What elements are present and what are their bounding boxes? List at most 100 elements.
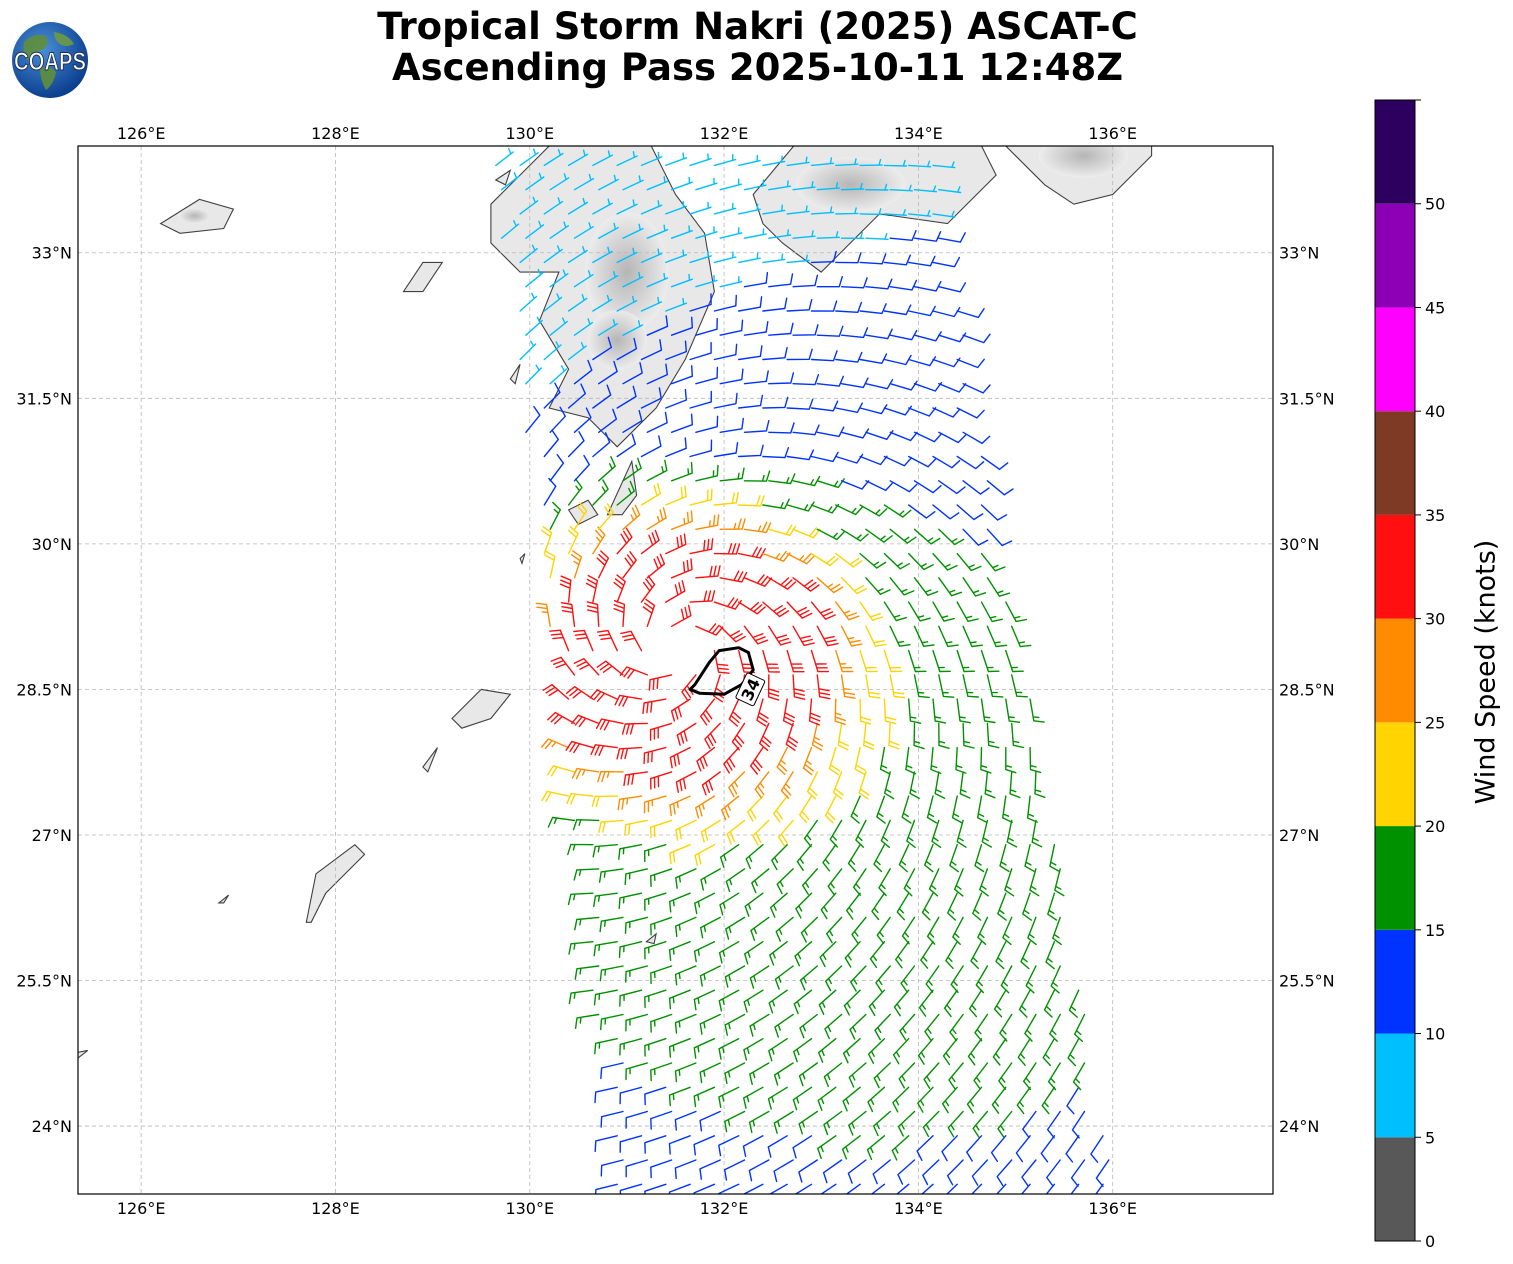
wind-barb xyxy=(595,718,624,731)
wind-barb xyxy=(743,1086,764,1109)
wind-barb xyxy=(840,182,865,191)
wind-barb xyxy=(768,180,792,191)
wind-barb xyxy=(792,577,820,592)
lon-tick-label-top: 132°E xyxy=(700,124,749,143)
lon-tick-label-bottom: 134°E xyxy=(894,1199,943,1218)
wind-barb xyxy=(1018,989,1031,1018)
wind-barb xyxy=(622,271,644,288)
colorbar-tick-label: 35 xyxy=(1425,506,1445,525)
wind-barb xyxy=(786,398,814,410)
wind-barb xyxy=(956,455,985,470)
wind-barb xyxy=(589,689,618,702)
wind-barb xyxy=(810,250,837,264)
wind-barb xyxy=(1034,771,1046,798)
land-goto xyxy=(402,261,444,293)
wind-barb xyxy=(816,577,844,594)
wind-barb xyxy=(742,1135,764,1158)
land-koshiki xyxy=(509,363,521,385)
wind-barb xyxy=(941,1135,958,1162)
wind-barb xyxy=(762,601,790,618)
wind-barb xyxy=(567,892,594,906)
wind-barb xyxy=(571,714,600,728)
wind-barb xyxy=(756,698,769,727)
wind-barb xyxy=(966,1135,983,1162)
wind-barb xyxy=(850,795,861,824)
wind-barb xyxy=(675,868,697,889)
wind-barb xyxy=(1004,868,1015,897)
wind-barb xyxy=(1040,1135,1056,1163)
wind-barb xyxy=(806,771,818,800)
wind-barb xyxy=(731,722,746,751)
wind-barb xyxy=(713,491,739,506)
wind-barb xyxy=(565,740,594,754)
wind-barb xyxy=(859,404,888,415)
lat-tick-label-left: 33°N xyxy=(32,244,72,263)
wind-barb xyxy=(544,550,556,579)
lat-tick-label-left: 31.5°N xyxy=(16,389,72,408)
wind-barb xyxy=(992,1038,1007,1066)
wind-barb xyxy=(721,795,740,821)
wind-barb xyxy=(786,348,813,361)
wind-barb xyxy=(950,965,964,994)
wind-barb xyxy=(932,161,956,169)
wind-barb xyxy=(840,528,869,542)
wind-barb xyxy=(573,359,593,385)
wind-barb xyxy=(718,989,740,1012)
wind-barb xyxy=(876,916,891,945)
wind-barb xyxy=(938,625,959,648)
wind-barb xyxy=(500,220,520,239)
wind-barb xyxy=(616,433,637,458)
wind-barb xyxy=(848,1062,867,1088)
wind-barb xyxy=(848,1110,867,1136)
wind-barb xyxy=(962,528,989,546)
wind-barb xyxy=(817,1135,837,1160)
wind-barb xyxy=(543,197,564,215)
wind-barb xyxy=(888,722,900,750)
wind-barb xyxy=(792,1135,813,1159)
wind-barb xyxy=(803,819,818,848)
wind-barb xyxy=(1029,868,1040,897)
wind-barb xyxy=(920,941,934,969)
wind-barb xyxy=(1090,1135,1104,1163)
wind-barb xyxy=(599,965,624,982)
wind-barb xyxy=(840,625,863,647)
land-amami xyxy=(451,688,512,729)
colorbar-tick-label: 25 xyxy=(1425,713,1445,732)
wind-barb xyxy=(625,1159,648,1178)
land-tsushima xyxy=(450,146,473,147)
colorbar-bin xyxy=(1375,929,1415,1034)
colorbar-tick-label: 40 xyxy=(1425,402,1445,421)
wind-barb xyxy=(724,965,746,988)
wind-barb xyxy=(768,1038,788,1062)
wind-barb xyxy=(792,274,819,288)
wind-barb xyxy=(574,1013,600,1029)
wind-barb xyxy=(768,422,795,434)
wind-barb xyxy=(768,473,796,485)
wind-barb xyxy=(926,795,938,824)
wind-barb xyxy=(768,577,797,590)
wind-barb xyxy=(594,1086,618,1104)
wind-barb xyxy=(700,698,716,726)
wind-barb xyxy=(840,428,870,439)
wind-barb xyxy=(972,892,983,921)
wind-barb xyxy=(816,182,840,191)
wind-barb xyxy=(670,698,691,722)
wind-barb xyxy=(547,765,576,777)
wind-barb xyxy=(525,364,542,385)
wind-barb xyxy=(865,328,893,340)
wind-barb xyxy=(650,1110,673,1130)
wind-barb xyxy=(640,200,663,215)
lat-tick-label-left: 28.5°N xyxy=(16,680,72,699)
wind-barb xyxy=(850,965,867,992)
wind-barb xyxy=(901,795,912,824)
wind-barb xyxy=(834,698,846,726)
wind-barb xyxy=(926,916,940,945)
wind-barb xyxy=(769,892,788,918)
wind-barb xyxy=(642,698,667,715)
wind-barb xyxy=(816,275,843,288)
wind-barb xyxy=(560,602,576,627)
wind-barb xyxy=(869,941,886,969)
wind-barb xyxy=(619,1135,643,1153)
wind-barb xyxy=(786,205,810,215)
wind-barb xyxy=(543,430,559,458)
